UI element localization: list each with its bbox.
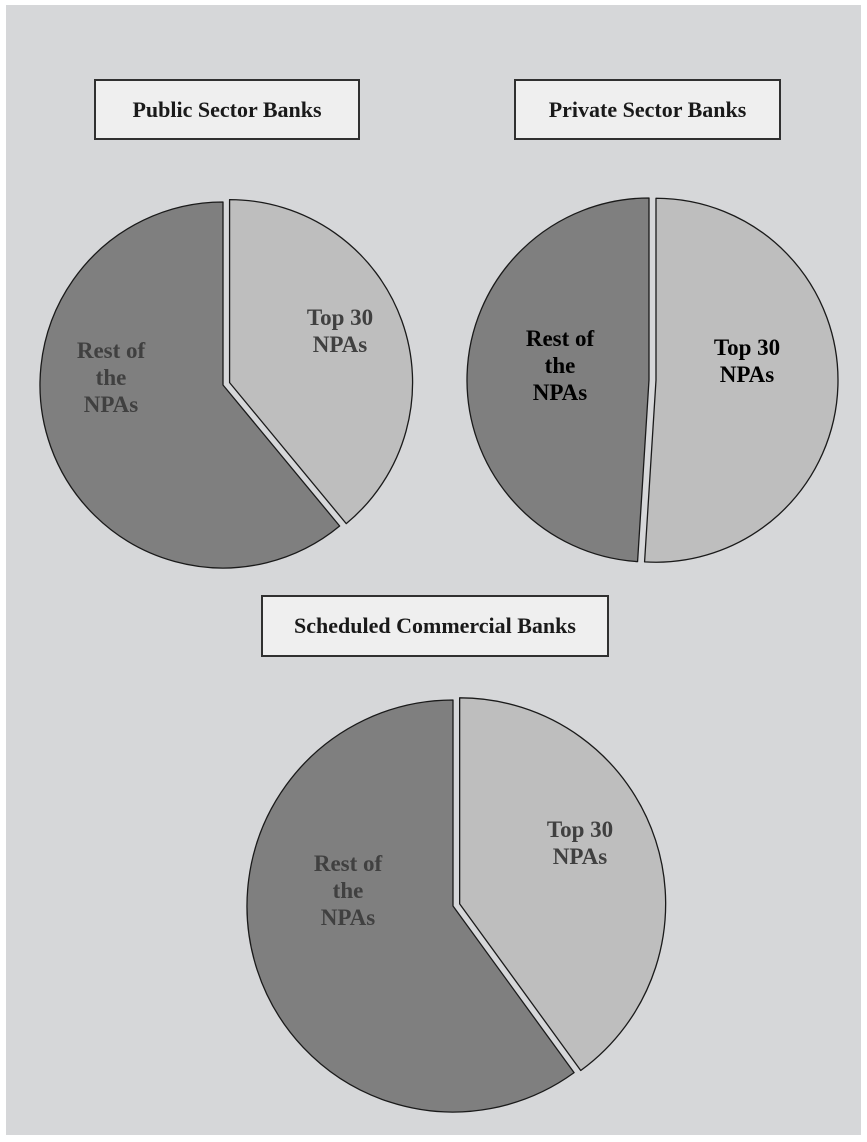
rest-of-npas-slice: [246, 699, 575, 1113]
top-30-npas-slice: [643, 197, 839, 563]
rest-of-npas-label: Rest of the NPAs: [526, 326, 595, 405]
top-30-npas-slice: [228, 198, 414, 525]
rest-of-npas-label: Rest of the NPAs: [77, 338, 146, 417]
top-30-npas-label: Top 30 NPAs: [547, 817, 613, 869]
top-30-npas-label: Top 30 NPAs: [307, 305, 373, 357]
rest-of-npas-label: Rest of the NPAs: [314, 851, 383, 930]
top-30-npas-label: Top 30 NPAs: [714, 335, 780, 387]
rest-of-npas-slice: [466, 197, 650, 563]
private-sector-title: Private Sector Banks: [514, 79, 781, 140]
rest-of-npas-slice: [39, 201, 341, 569]
scheduled-commercial-title: Scheduled Commercial Banks: [261, 595, 609, 657]
top-30-npas-slice: [459, 697, 667, 1072]
public-sector-title: Public Sector Banks: [94, 79, 360, 140]
